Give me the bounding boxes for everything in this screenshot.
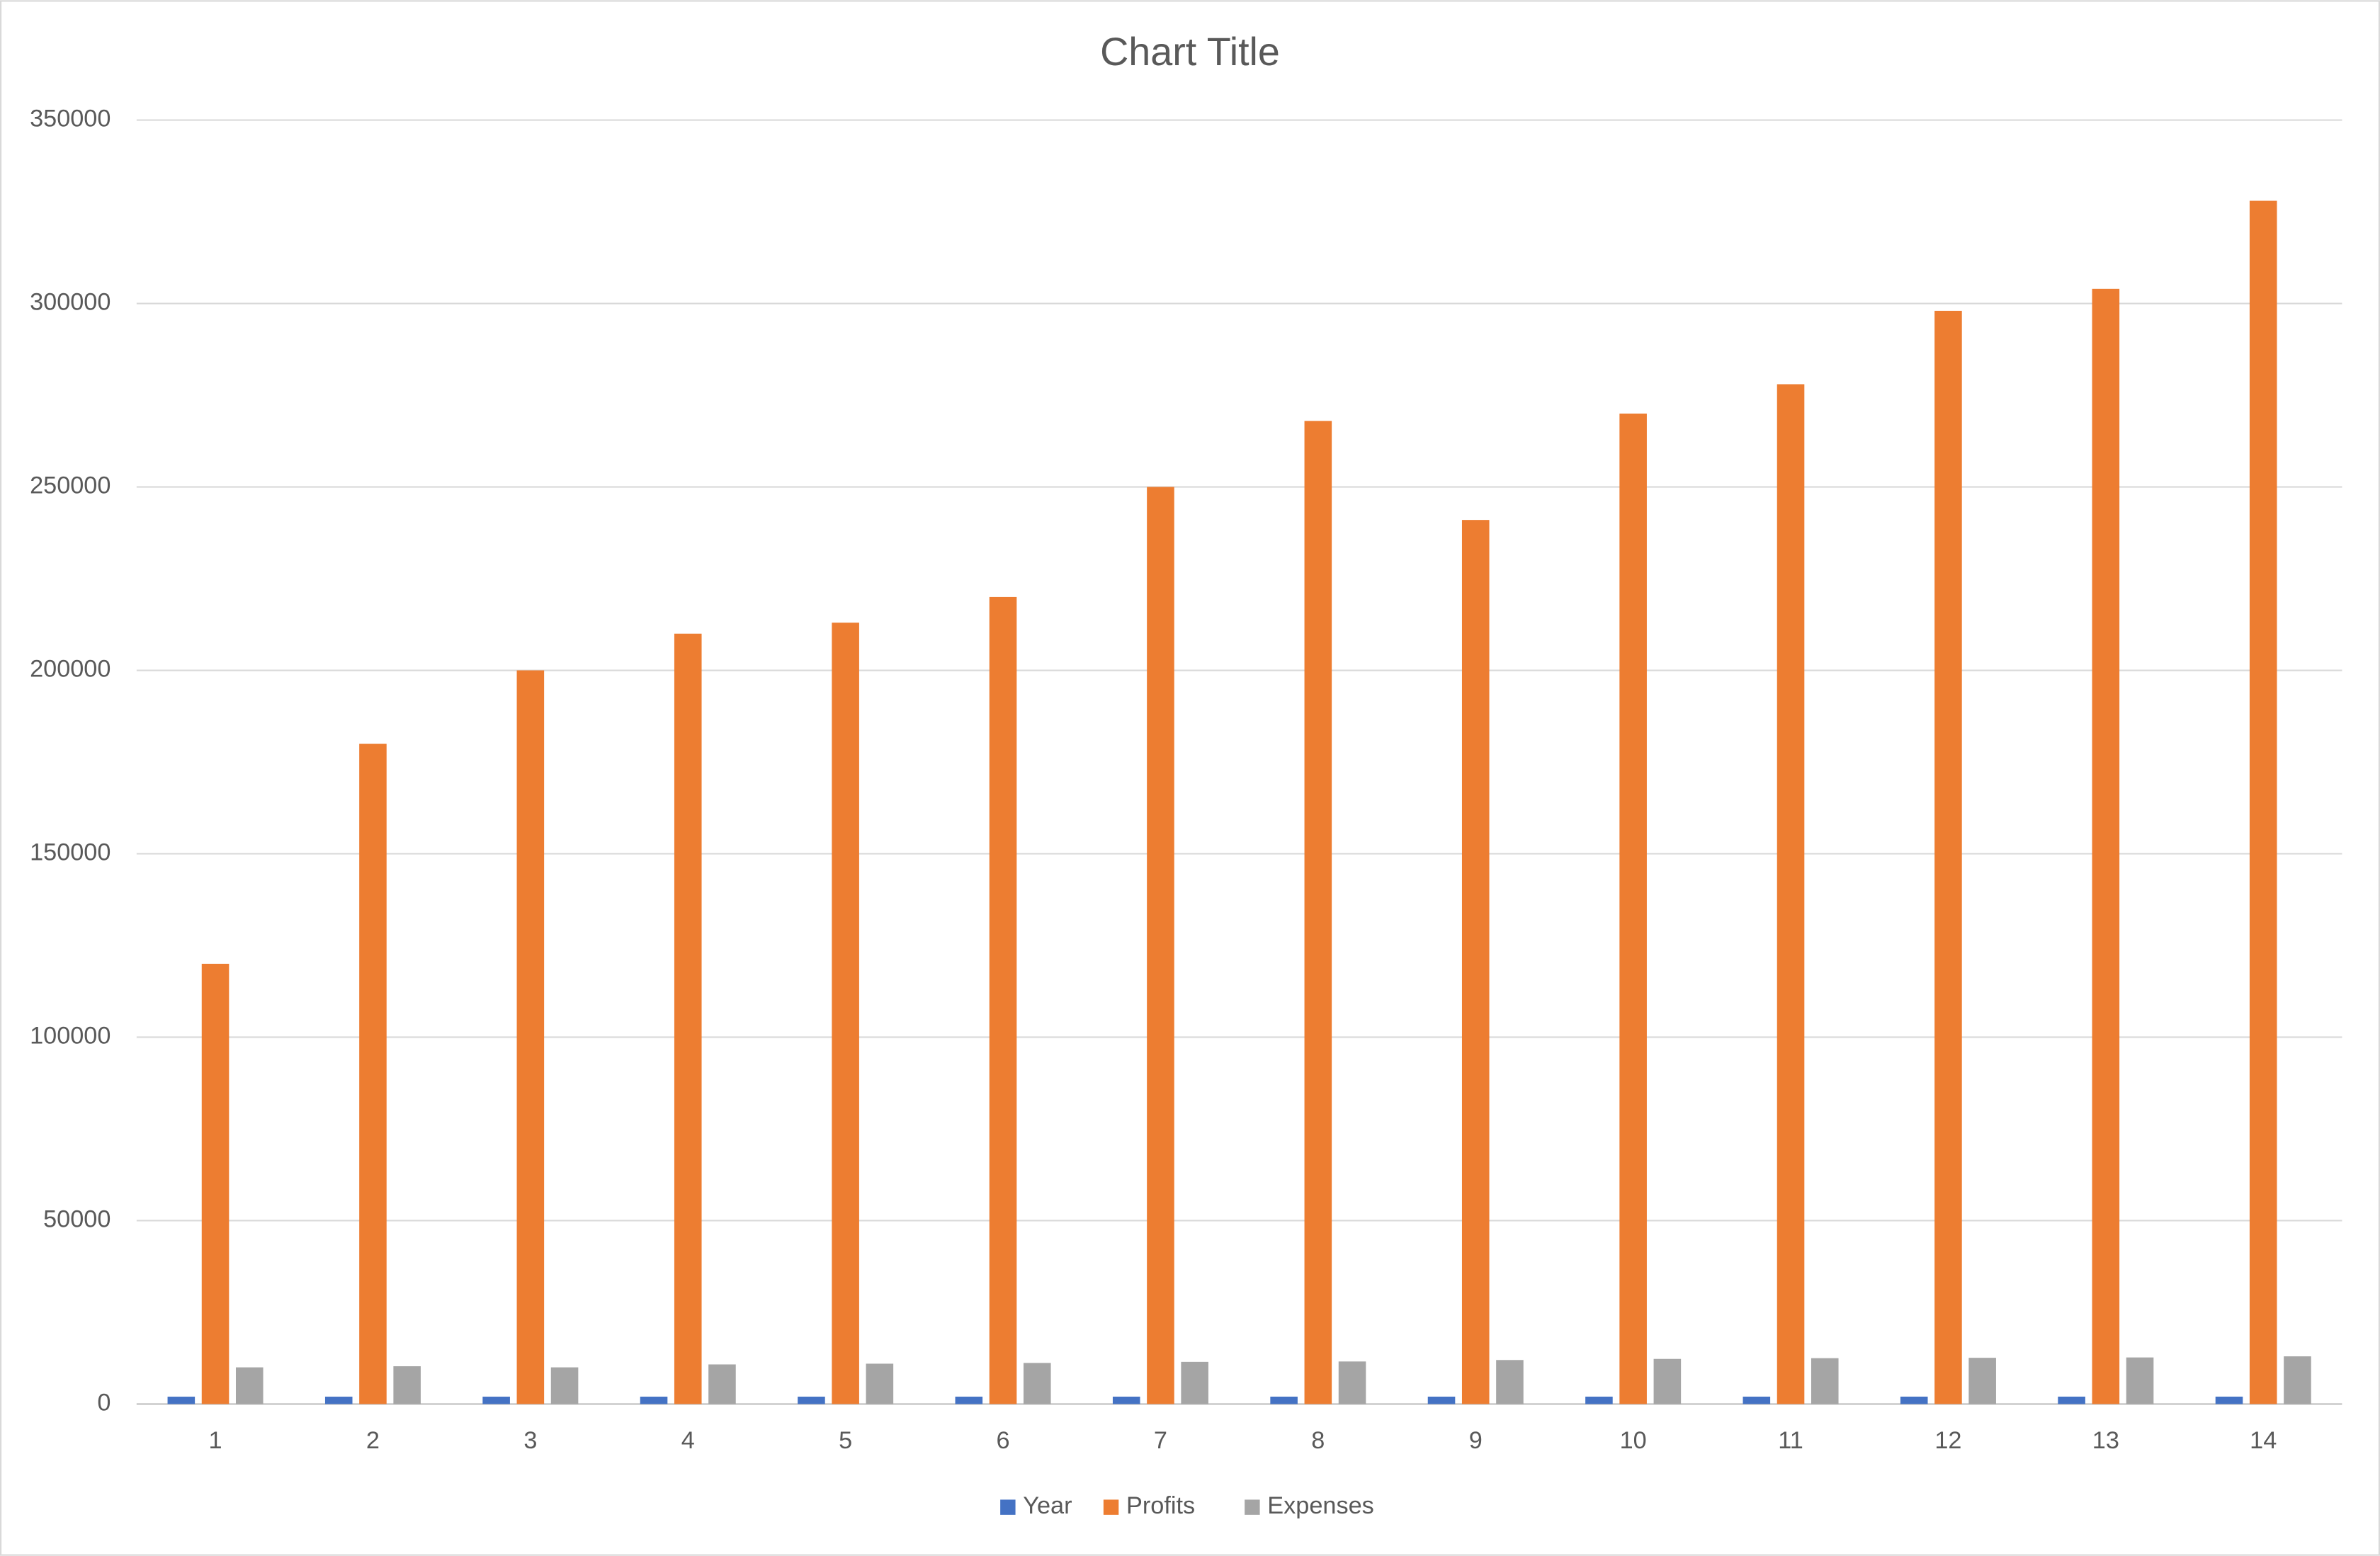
bar <box>866 1363 894 1404</box>
bar <box>359 744 387 1404</box>
x-tick-label: 1 <box>209 1427 222 1454</box>
bar <box>674 633 702 1404</box>
x-tick-label: 13 <box>2092 1427 2119 1454</box>
bar <box>640 1397 668 1404</box>
bar <box>1338 1361 1366 1404</box>
bar <box>1023 1363 1051 1404</box>
legend-swatch <box>1103 1499 1119 1515</box>
x-tick-label: 8 <box>1311 1427 1325 1454</box>
y-tick-label: 100000 <box>30 1023 110 1050</box>
bar <box>201 963 230 1404</box>
bar <box>1742 1396 1771 1404</box>
bar <box>2058 1396 2085 1404</box>
bar <box>1968 1358 1996 1404</box>
bar <box>167 1397 196 1404</box>
bar <box>550 1367 579 1404</box>
y-tick-label: 0 <box>97 1389 110 1416</box>
bar <box>482 1397 510 1404</box>
x-tick-label: 4 <box>681 1427 695 1454</box>
bar <box>1147 487 1174 1404</box>
x-tick-label: 6 <box>997 1427 1010 1454</box>
bar <box>516 670 545 1404</box>
bar <box>798 1397 825 1404</box>
y-tick-label: 350000 <box>30 106 110 132</box>
chart-title: Chart Title <box>1100 30 1280 74</box>
legend-label: Expenses <box>1267 1492 1373 1519</box>
bar <box>1461 520 1490 1404</box>
bar <box>1181 1361 1208 1404</box>
bar <box>2249 200 2277 1404</box>
x-tick-label: 7 <box>1154 1427 1167 1454</box>
bar <box>955 1397 983 1404</box>
bar <box>989 596 1017 1404</box>
y-tick-label: 50000 <box>43 1206 110 1233</box>
bar <box>2092 288 2120 1404</box>
y-tick-label: 250000 <box>30 472 110 499</box>
bar <box>1934 310 1962 1404</box>
bar <box>324 1397 353 1404</box>
bar <box>1619 413 1647 1404</box>
bar <box>1776 384 1805 1404</box>
legend-swatch <box>1245 1499 1260 1515</box>
bar <box>1304 421 1332 1404</box>
legend-label: Year <box>1023 1492 1072 1519</box>
x-tick-label: 3 <box>523 1427 537 1454</box>
bar <box>393 1366 421 1404</box>
x-tick-label: 12 <box>1934 1427 1961 1454</box>
x-tick-label: 9 <box>1469 1427 1483 1454</box>
bar <box>2284 1356 2311 1404</box>
bar <box>1653 1358 1682 1404</box>
bar <box>2126 1357 2154 1404</box>
bar <box>1810 1358 1839 1404</box>
bar <box>2215 1396 2243 1404</box>
bar <box>1900 1396 1928 1404</box>
x-tick-label: 2 <box>366 1427 380 1454</box>
x-tick-label: 11 <box>1778 1427 1803 1454</box>
y-tick-label: 200000 <box>30 656 110 683</box>
y-tick-label: 150000 <box>30 839 110 866</box>
bar <box>235 1367 264 1404</box>
bar <box>832 623 859 1404</box>
bar <box>708 1364 736 1404</box>
legend-label: Profits <box>1126 1492 1195 1519</box>
legend-swatch <box>1000 1499 1016 1515</box>
bar <box>1585 1396 1613 1404</box>
bar <box>1496 1360 1524 1404</box>
bar <box>1427 1397 1456 1404</box>
bar <box>1270 1397 1298 1404</box>
y-tick-label: 300000 <box>30 289 110 316</box>
bar <box>1112 1397 1140 1404</box>
x-tick-label: 5 <box>839 1427 852 1454</box>
x-tick-label: 10 <box>1620 1427 1647 1454</box>
x-tick-label: 14 <box>2250 1427 2277 1454</box>
